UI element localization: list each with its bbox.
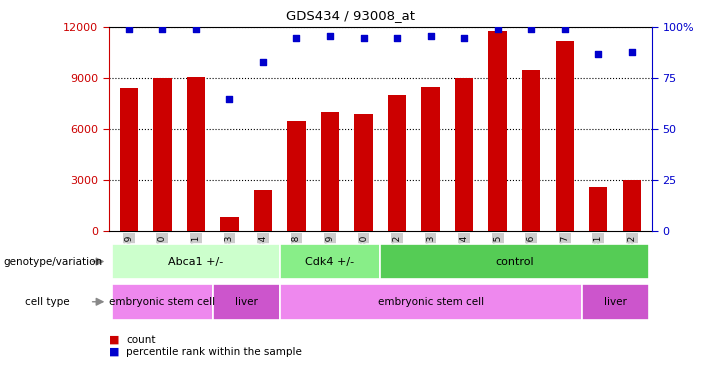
Bar <box>280 284 582 320</box>
Text: liver: liver <box>604 297 627 307</box>
Bar <box>522 70 540 231</box>
Text: GSM9281: GSM9281 <box>594 235 603 278</box>
Text: GSM9283: GSM9283 <box>225 235 234 278</box>
Bar <box>582 284 648 320</box>
Point <box>325 33 336 38</box>
Bar <box>321 112 339 231</box>
Text: Abca1 +/-: Abca1 +/- <box>168 257 224 267</box>
Text: GSM9273: GSM9273 <box>426 235 435 278</box>
Point <box>425 33 436 38</box>
Bar <box>354 114 373 231</box>
Bar <box>112 244 280 279</box>
Point <box>526 27 537 33</box>
Bar <box>112 284 212 320</box>
Text: GSM9280: GSM9280 <box>359 235 368 278</box>
Point <box>559 27 571 33</box>
Text: control: control <box>495 257 533 267</box>
Bar <box>287 120 306 231</box>
Bar <box>589 187 608 231</box>
Text: ■: ■ <box>109 335 119 345</box>
Bar <box>254 190 272 231</box>
Text: GSM9269: GSM9269 <box>124 235 133 278</box>
Text: GSM9277: GSM9277 <box>560 235 569 278</box>
Text: cell type: cell type <box>25 297 69 307</box>
Text: ■: ■ <box>109 347 119 357</box>
Bar <box>555 41 574 231</box>
Text: GSM9275: GSM9275 <box>494 235 502 278</box>
Text: GSM9276: GSM9276 <box>526 235 536 278</box>
Text: GSM9284: GSM9284 <box>259 235 267 278</box>
Bar <box>489 31 507 231</box>
Text: embryonic stem cell: embryonic stem cell <box>109 297 215 307</box>
Bar <box>421 87 440 231</box>
Text: GSM9271: GSM9271 <box>191 235 200 278</box>
Point <box>492 27 503 33</box>
Point <box>592 51 604 57</box>
Point <box>190 27 201 33</box>
Bar <box>388 95 407 231</box>
Point <box>257 59 268 65</box>
Point <box>157 27 168 33</box>
Text: count: count <box>126 335 156 345</box>
Text: genotype/variation: genotype/variation <box>4 257 102 267</box>
Point <box>391 35 402 41</box>
Bar <box>153 78 172 231</box>
Text: GSM9270: GSM9270 <box>158 235 167 278</box>
Bar <box>120 89 138 231</box>
Bar <box>186 76 205 231</box>
Text: GSM9272: GSM9272 <box>393 235 402 278</box>
Point <box>458 35 470 41</box>
Text: liver: liver <box>235 297 257 307</box>
Point <box>123 27 135 33</box>
Bar <box>622 180 641 231</box>
Bar <box>381 244 648 279</box>
Bar <box>455 78 473 231</box>
Bar <box>212 284 280 320</box>
Text: percentile rank within the sample: percentile rank within the sample <box>126 347 302 357</box>
Text: GSM9279: GSM9279 <box>325 235 334 278</box>
Text: GDS434 / 93008_at: GDS434 / 93008_at <box>286 9 415 22</box>
Bar <box>220 217 238 231</box>
Point <box>224 96 235 101</box>
Text: embryonic stem cell: embryonic stem cell <box>378 297 484 307</box>
Point <box>626 49 637 55</box>
Text: GSM9274: GSM9274 <box>460 235 469 278</box>
Point <box>291 35 302 41</box>
Text: GSM9278: GSM9278 <box>292 235 301 278</box>
Bar <box>280 244 381 279</box>
Text: Cdk4 +/-: Cdk4 +/- <box>306 257 355 267</box>
Point <box>358 35 369 41</box>
Text: GSM9282: GSM9282 <box>627 235 637 278</box>
